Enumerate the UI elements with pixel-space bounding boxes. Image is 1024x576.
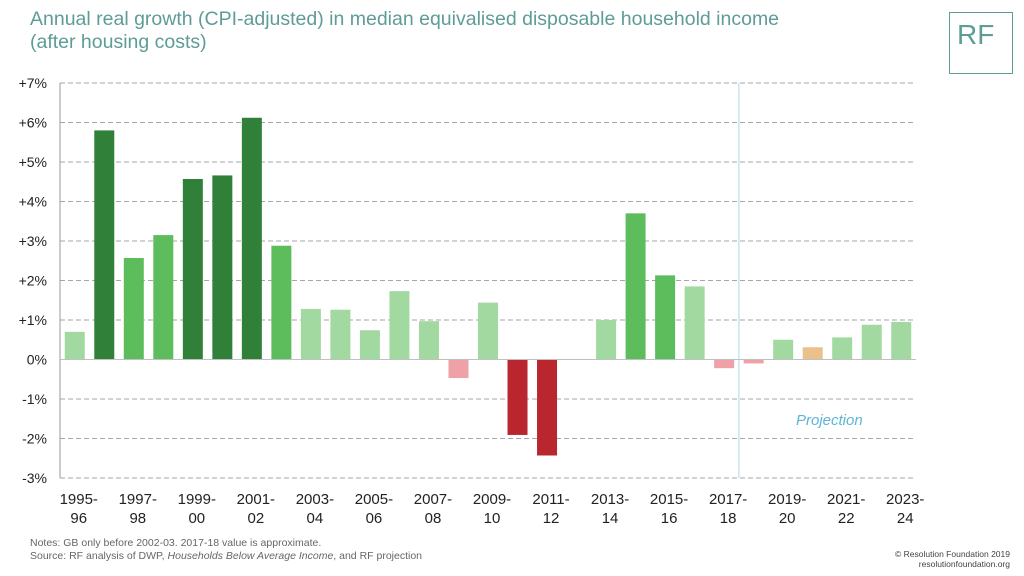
chart-title-line1: Annual real growth (CPI-adjusted) in med… xyxy=(30,8,780,30)
bar xyxy=(448,359,469,379)
y-tick-label: -1% xyxy=(22,391,47,407)
bar xyxy=(359,330,380,360)
y-tick-label: +1% xyxy=(19,312,47,328)
x-tick-label: 2019-20 xyxy=(768,491,806,527)
bar xyxy=(537,359,558,456)
bar xyxy=(389,291,410,360)
y-tick-label: +5% xyxy=(19,154,47,170)
bar xyxy=(625,213,646,360)
copyright: © Resolution Foundation 2019 resolutionf… xyxy=(895,549,1010,569)
rf-logo: RF xyxy=(949,12,1013,74)
bar xyxy=(64,331,85,360)
y-tick-label: -3% xyxy=(22,470,47,486)
x-tick-label: 2021-22 xyxy=(827,491,865,527)
bar xyxy=(330,309,351,360)
bar xyxy=(773,339,794,360)
chart-notes: Notes: GB only before 2002-03. 2017-18 v… xyxy=(30,537,422,563)
bar xyxy=(271,245,292,360)
y-tick-label: 0% xyxy=(27,352,47,368)
rf-logo-text: RF xyxy=(957,19,995,50)
source-suffix: , and RF projection xyxy=(333,550,423,562)
y-tick-label: -2% xyxy=(22,431,47,447)
x-tick-label: 2013-14 xyxy=(591,491,629,527)
x-tick-label: 2015-16 xyxy=(650,491,688,527)
y-tick-label: +6% xyxy=(19,115,47,131)
bar xyxy=(891,321,912,360)
copyright-line2: resolutionfoundation.org xyxy=(918,559,1010,569)
x-tick-label: 2003-04 xyxy=(296,491,334,527)
chart-title: Annual real growth (CPI-adjusted) in med… xyxy=(30,8,870,54)
bar xyxy=(212,175,233,360)
x-tick-label: 2017-18 xyxy=(709,491,747,527)
x-tick-label: 1997-98 xyxy=(119,491,157,527)
x-tick-label: 1999-00 xyxy=(178,491,216,527)
bar xyxy=(832,337,853,360)
y-tick-label: +3% xyxy=(19,233,47,249)
bar xyxy=(861,324,882,360)
bar xyxy=(241,117,262,360)
x-tick-label: 2023-24 xyxy=(886,491,924,527)
bar xyxy=(596,320,617,360)
x-tick-label: 2005-06 xyxy=(355,491,393,527)
bar xyxy=(300,308,321,360)
x-tick-label: 2009-10 xyxy=(473,491,511,527)
bar xyxy=(418,321,439,360)
x-tick-label: 1995-96 xyxy=(60,491,98,527)
source-title: Households Below Average Income xyxy=(167,550,334,562)
source-prefix: Source: RF analysis of DWP, xyxy=(30,550,168,562)
bar xyxy=(123,257,144,360)
x-tick-label: 2007-08 xyxy=(414,491,452,527)
x-tick-label: 2001-02 xyxy=(237,491,275,527)
source-line: Source: RF analysis of DWP, Households B… xyxy=(30,550,422,563)
bar xyxy=(182,178,203,360)
bar xyxy=(714,359,735,369)
y-tick-label: +4% xyxy=(19,194,47,210)
y-tick-label: +7% xyxy=(19,75,47,91)
bar xyxy=(94,130,115,360)
bar xyxy=(507,359,528,435)
x-tick-label: 2011-12 xyxy=(532,491,569,527)
bar xyxy=(802,347,823,360)
bar xyxy=(743,359,764,364)
y-tick-label: +2% xyxy=(19,273,47,289)
bar xyxy=(655,275,676,360)
notes-line: Notes: GB only before 2002-03. 2017-18 v… xyxy=(30,537,322,549)
chart-title-line2: (after housing costs) xyxy=(30,31,207,53)
projection-label: Projection xyxy=(796,412,863,429)
bar xyxy=(684,286,705,360)
bar xyxy=(153,235,174,360)
copyright-line1: © Resolution Foundation 2019 xyxy=(895,549,1010,559)
bar xyxy=(478,302,498,360)
